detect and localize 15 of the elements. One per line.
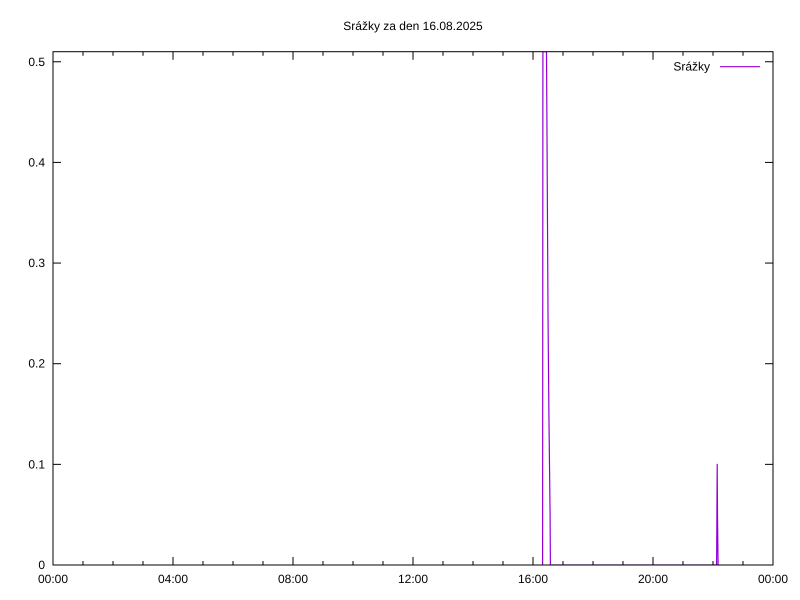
y-tick-label: 0.4: [28, 155, 46, 170]
y-tick-label: 0.5: [28, 54, 46, 69]
chart-title: Srážky za den 16.08.2025: [343, 19, 484, 33]
x-tick-label: 16:00: [518, 572, 548, 586]
x-tick-label: 00:00: [758, 572, 788, 586]
x-tick-label: 20:00: [638, 572, 668, 586]
y-tick-label: 0.1: [28, 457, 46, 472]
x-tick-label: 00:00: [38, 572, 68, 586]
x-tick-label: 08:00: [278, 572, 308, 586]
legend-label: Srážky: [673, 60, 710, 74]
x-tick-label: 04:00: [158, 572, 188, 586]
y-tick-label: 0.3: [28, 256, 46, 270]
y-tick-label: 0.2: [28, 356, 46, 371]
y-tick-label: 0: [38, 558, 46, 572]
x-tick-label: 12:00: [398, 572, 428, 586]
